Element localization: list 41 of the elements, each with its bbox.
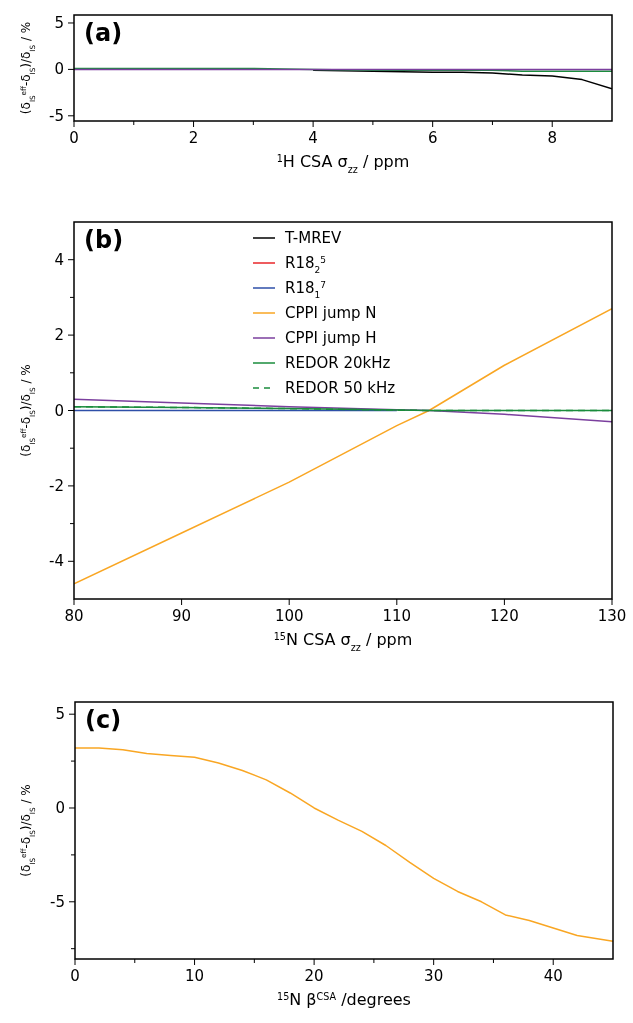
x-tick-label: 6 [427,129,438,147]
chart-title: (a) [84,19,123,47]
x-tick-label: 10 [185,967,205,985]
y-tick-label: -2 [49,476,64,495]
x-tick-label: 110 [382,607,412,625]
x-tick-label: 30 [424,967,444,985]
x-tick-label: 80 [64,607,84,625]
chart-title: (b) [84,226,124,254]
x-tick-label: 2 [188,129,199,147]
x-tick-label: 8 [547,129,557,147]
x-tick-label: 0 [69,129,79,147]
y-tick-label: 0 [54,401,64,420]
y-tick-label: 0 [54,60,64,79]
legend-label: CPPI jump N [285,304,377,322]
line-series [74,398,612,423]
legend-label: REDOR 20kHz [285,354,391,372]
x-tick-label: 130 [597,607,627,625]
y-tick-label: 4 [54,250,64,269]
legend-label: REDOR 50 kHz [285,379,396,397]
x-axis-title: $^{15}$N CSA σ$_{zz}$ / ppm [273,630,413,653]
x-tick-label: 4 [308,129,318,147]
y-tick-label: 0 [55,798,65,817]
legend-label: CPPI jump H [285,329,377,347]
y-tick-label: -5 [50,892,65,911]
x-tick-label: 100 [274,607,304,625]
x-tick-label: 90 [172,607,192,625]
x-tick-label: 40 [543,967,563,985]
x-tick-label: 120 [490,607,519,625]
y-tick-label: 5 [54,13,64,32]
y-tick-label: -5 [49,106,64,125]
chart-title: (c) [85,706,122,734]
legend-label: T-MREV [284,229,343,247]
line-series [74,307,612,585]
y-tick-label: 2 [54,326,64,345]
x-tick-label: 20 [304,967,324,985]
x-tick-label: 0 [70,967,80,985]
x-axis-title: $^{1}$H CSA σ$_{zz}$ / ppm [276,152,410,175]
y-tick-label: -4 [49,552,64,571]
x-axis-title: $^{15}$N β$^{CSA}$ /degrees [277,990,411,1009]
line-series [75,747,613,942]
y-tick-label: 5 [55,705,65,724]
